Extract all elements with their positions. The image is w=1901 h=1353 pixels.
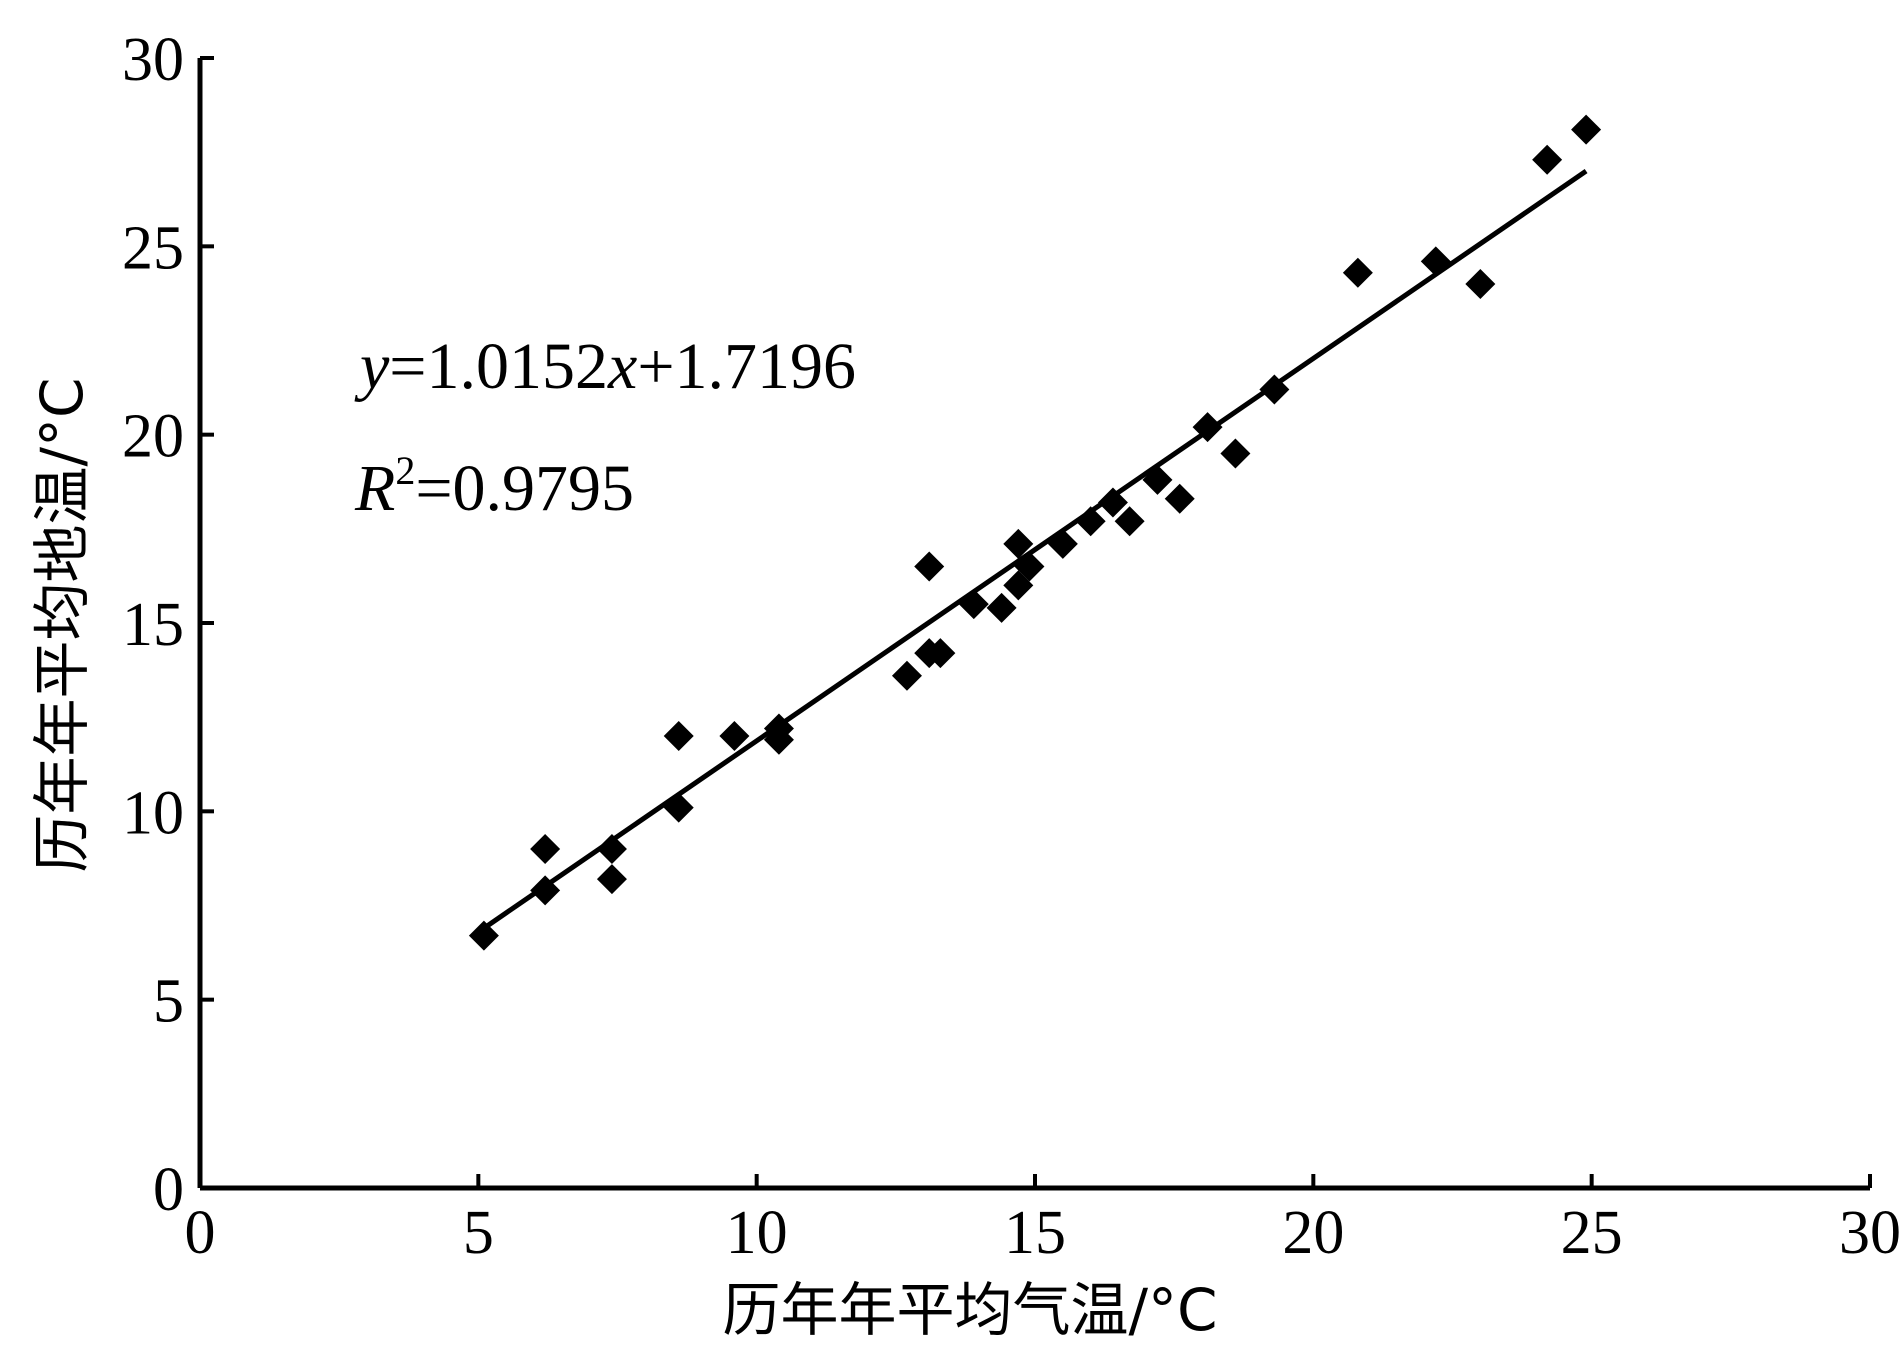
data-point: [1003, 570, 1034, 601]
y-axis-title: 历年年平均地温/°C: [28, 377, 96, 872]
data-point: [925, 638, 956, 669]
y-tick-label: 15: [122, 591, 184, 659]
x-tick-label: 5: [463, 1199, 494, 1267]
data-point: [914, 551, 945, 582]
data-point: [1571, 114, 1602, 145]
data-point: [986, 592, 1017, 623]
x-axis-title: 历年年平均气温/°C: [722, 1276, 1217, 1344]
axes: 0 5 10 15 20 25 30 0 5 10 15 20 25 30: [122, 26, 1901, 1267]
x-tick-label: 10: [726, 1199, 788, 1267]
y-tick-label: 30: [122, 26, 184, 94]
data-point: [1097, 487, 1128, 518]
data-point: [530, 834, 561, 864]
data-point: [596, 834, 627, 864]
x-tick-label: 25: [1561, 1199, 1623, 1267]
x-tick-label: 30: [1839, 1199, 1901, 1267]
data-point: [1003, 528, 1034, 559]
r-squared-symbol: R: [354, 452, 395, 525]
trendline: [476, 169, 1588, 935]
data-point: [468, 920, 499, 951]
equation-intercept: +1.7196: [637, 330, 856, 403]
y-tick-label: 25: [122, 214, 184, 282]
data-point: [1532, 144, 1563, 175]
equation-x-variable: x: [607, 330, 637, 403]
r-squared-superscript: 2: [395, 448, 415, 493]
data-point: [1142, 464, 1173, 495]
equation-equals: =: [389, 330, 426, 403]
r-squared-value: =0.9795: [415, 452, 634, 525]
data-point: [663, 721, 694, 751]
data-point: [1220, 438, 1251, 469]
equation-slope: 1.0152: [427, 330, 609, 403]
r-squared-annotation: R2=0.9795: [354, 448, 634, 525]
trendline-layer: [476, 169, 1588, 935]
data-point: [1114, 506, 1145, 537]
x-tick-label: 15: [1004, 1199, 1066, 1267]
x-tick-label: 0: [185, 1199, 216, 1267]
y-tick-label: 0: [153, 1156, 184, 1224]
y-tick-label: 20: [122, 403, 184, 471]
data-points: [468, 114, 1602, 951]
y-tick-label: 5: [153, 968, 184, 1036]
data-point: [1465, 269, 1496, 299]
y-tick-label: 10: [122, 779, 184, 847]
data-point: [1342, 257, 1373, 288]
data-point: [891, 660, 922, 691]
equation-y-variable: y: [354, 330, 390, 403]
data-point: [719, 721, 750, 751]
x-tick-label: 20: [1282, 1199, 1344, 1267]
data-point: [596, 864, 627, 895]
data-point: [1164, 483, 1195, 514]
regression-equation: y=1.0152x+1.7196: [354, 330, 856, 403]
